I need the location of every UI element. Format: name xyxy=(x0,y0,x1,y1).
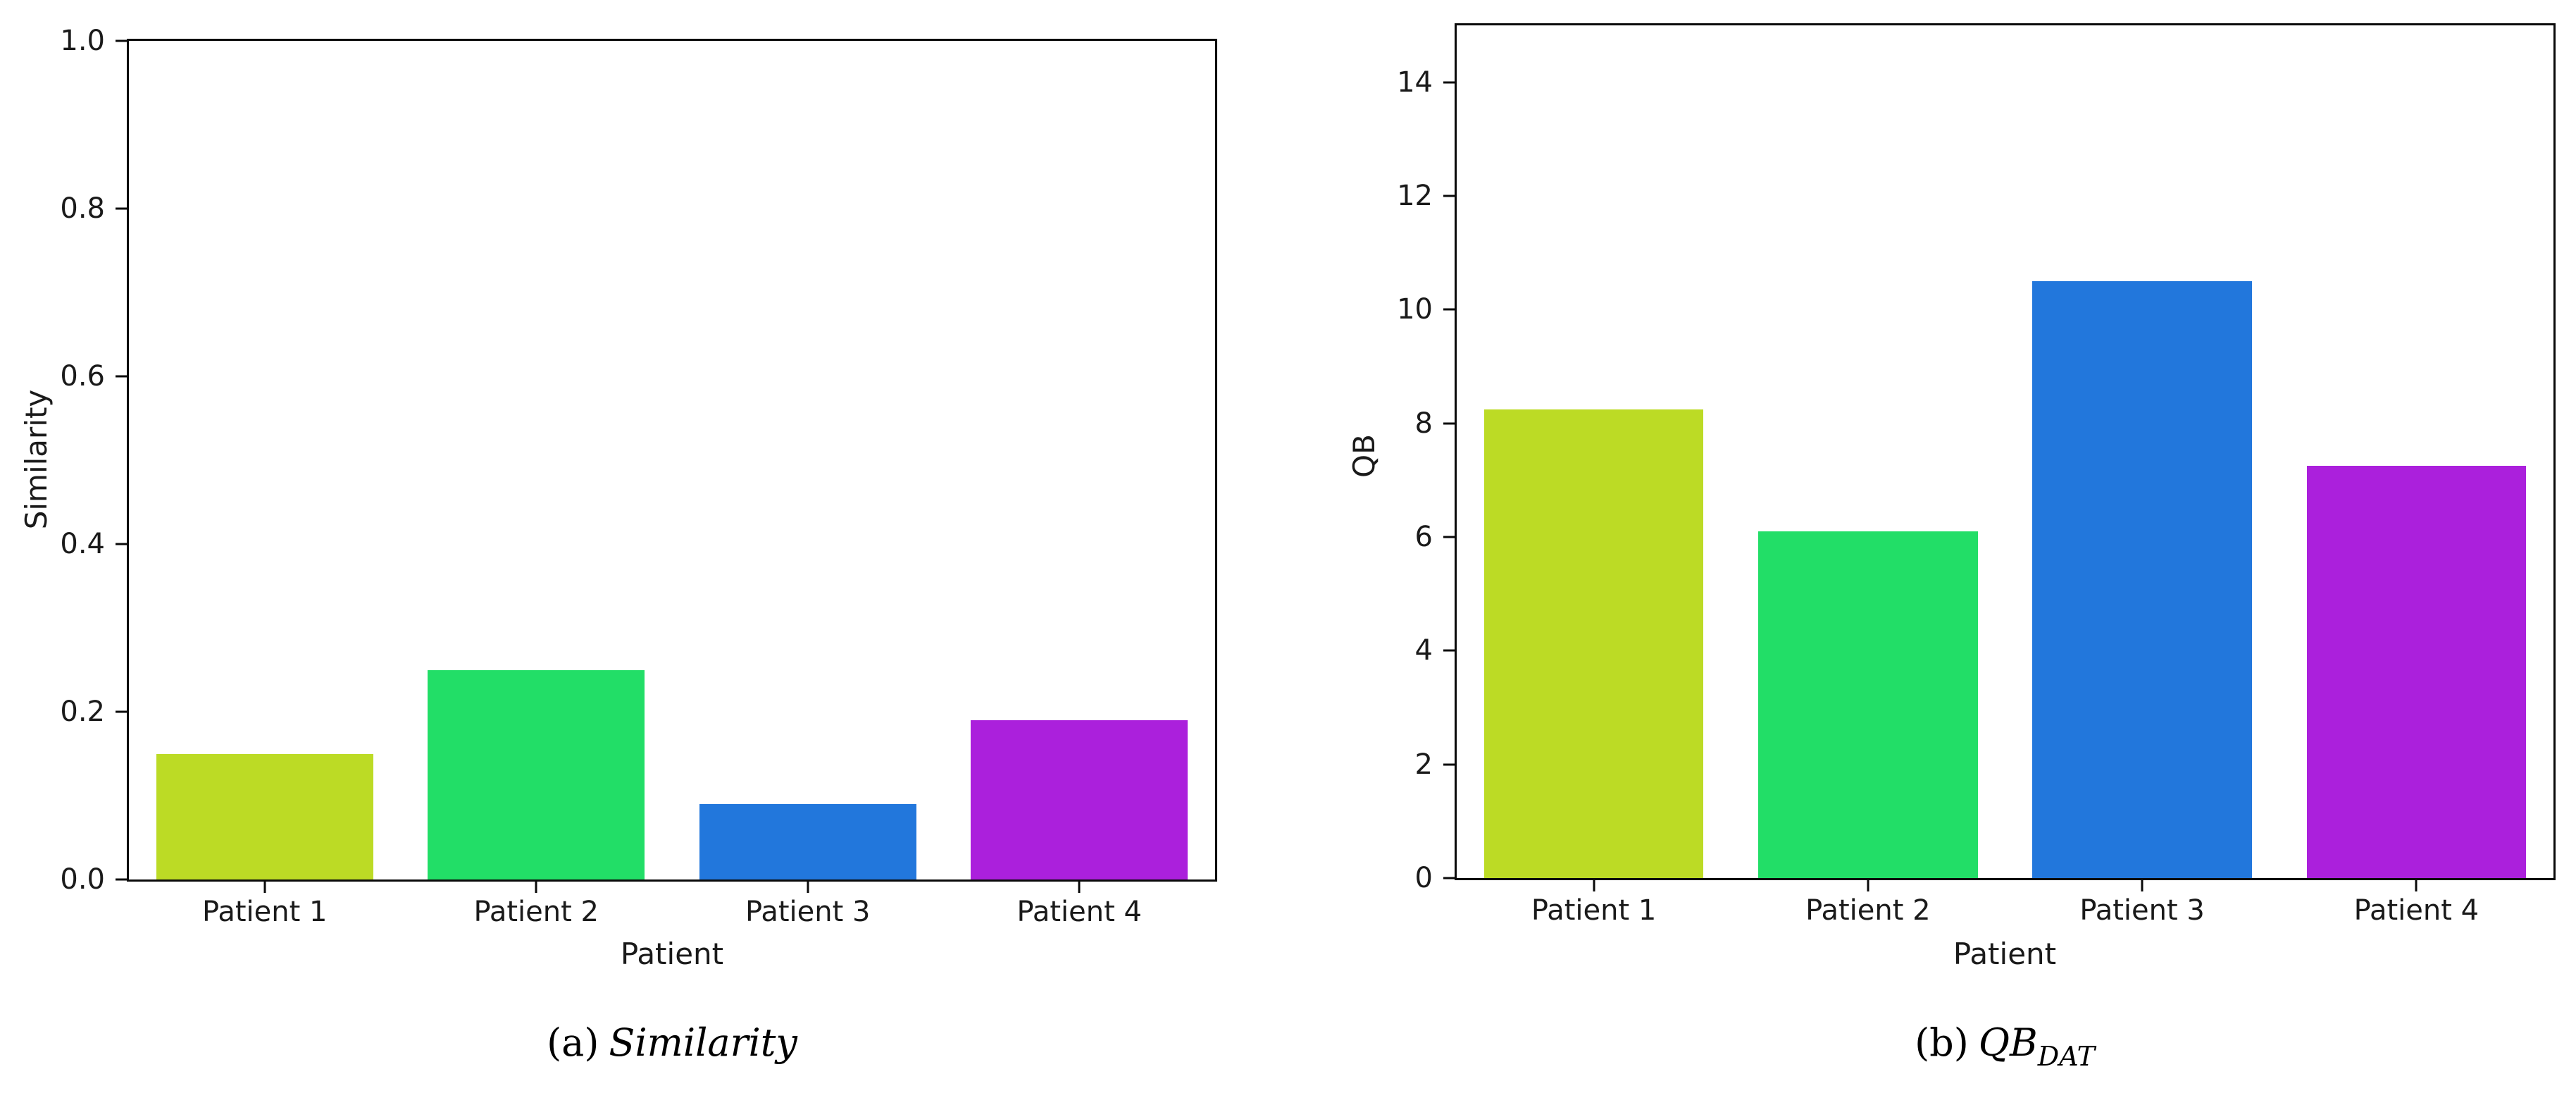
bar-patient-1 xyxy=(1483,409,1704,878)
x-tick-mark xyxy=(1593,880,1595,891)
y-axis-label-similarity: Similarity xyxy=(19,389,54,530)
x-tick-label-patient-1: Patient 1 xyxy=(1531,894,1657,927)
y-tick-mark xyxy=(1443,536,1455,538)
y-tick-mark xyxy=(116,710,127,713)
y-tick-mark xyxy=(116,375,127,378)
bar-patient-3 xyxy=(699,803,916,879)
y-tick-label: 4 xyxy=(1414,634,1433,667)
x-tick-mark xyxy=(263,882,266,893)
caption-a: (a) Similarity xyxy=(547,1020,797,1066)
y-tick-label: 14 xyxy=(1397,66,1433,99)
x-tick-label-patient-2: Patient 2 xyxy=(473,896,599,928)
bar-patient-2 xyxy=(428,669,645,879)
y-tick-label: 0.0 xyxy=(60,863,105,896)
x-axis-label-patient-a: Patient xyxy=(620,937,724,971)
y-tick-mark xyxy=(116,207,127,210)
y-tick-mark xyxy=(1443,422,1455,425)
y-tick-mark xyxy=(116,39,127,42)
x-tick-label-patient-3: Patient 3 xyxy=(745,896,871,928)
y-tick-mark xyxy=(1443,763,1455,766)
bar-patient-3 xyxy=(2032,281,2252,878)
y-tick-label: 1.0 xyxy=(60,25,105,57)
y-tick-label: 10 xyxy=(1397,293,1433,326)
x-tick-mark xyxy=(2415,880,2418,891)
y-tick-label: 8 xyxy=(1414,407,1433,440)
bar-patient-2 xyxy=(1758,531,1978,878)
y-tick-mark xyxy=(1443,649,1455,652)
x-tick-label-patient-1: Patient 1 xyxy=(202,896,328,928)
y-tick-label: 0.8 xyxy=(60,192,105,225)
y-tick-label: 2 xyxy=(1414,748,1433,781)
x-tick-label-patient-4: Patient 4 xyxy=(1016,896,1142,928)
y-tick-mark xyxy=(1443,877,1455,879)
y-tick-mark xyxy=(1443,81,1455,84)
caption-b-prefix: (b) xyxy=(1915,1020,1969,1065)
bar-patient-4 xyxy=(2306,466,2527,878)
y-tick-label: 0.4 xyxy=(60,528,105,560)
caption-b: (b) QBDAT xyxy=(1915,1020,2095,1070)
plot-area-similarity: 0.0 0.2 0.4 0.6 0.8 1.0 Patient 1 Patient 2 Pati… xyxy=(60,27,1217,926)
y-tick-mark xyxy=(1443,195,1455,197)
caption-b-label: QB xyxy=(1978,1020,2038,1065)
y-tick-label: 0.2 xyxy=(60,696,105,728)
bar-patient-1 xyxy=(156,753,373,879)
y-axis-label-qb: QB xyxy=(1347,434,1381,478)
caption-b-subscript: DAT xyxy=(2037,1041,2095,1072)
x-tick-label-patient-2: Patient 2 xyxy=(1805,894,1931,927)
x-tick-mark xyxy=(1867,880,1869,891)
y-tick-mark xyxy=(116,543,127,545)
plot-area-qb-dat: 0 2 4 6 8 10 12 14 Patient 1 Patient 2 Patient 3 Pa… xyxy=(1397,23,2556,925)
y-tick-label: 12 xyxy=(1397,180,1433,212)
y-tick-mark xyxy=(116,878,127,881)
caption-a-prefix: (a) xyxy=(547,1020,599,1065)
x-tick-label-patient-3: Patient 3 xyxy=(2079,894,2205,927)
y-tick-label: 0 xyxy=(1414,862,1433,894)
x-axis-label-patient-b: Patient xyxy=(1953,937,2057,971)
x-tick-label-patient-4: Patient 4 xyxy=(2353,894,2479,927)
x-tick-mark xyxy=(2141,880,2143,891)
caption-a-label: Similarity xyxy=(609,1020,797,1065)
y-tick-label: 0.6 xyxy=(60,360,105,393)
x-tick-mark xyxy=(807,882,809,893)
x-tick-mark xyxy=(535,882,537,893)
y-tick-mark xyxy=(1443,308,1455,311)
y-tick-label: 6 xyxy=(1414,521,1433,553)
x-tick-mark xyxy=(1078,882,1081,893)
bar-patient-4 xyxy=(971,720,1188,879)
